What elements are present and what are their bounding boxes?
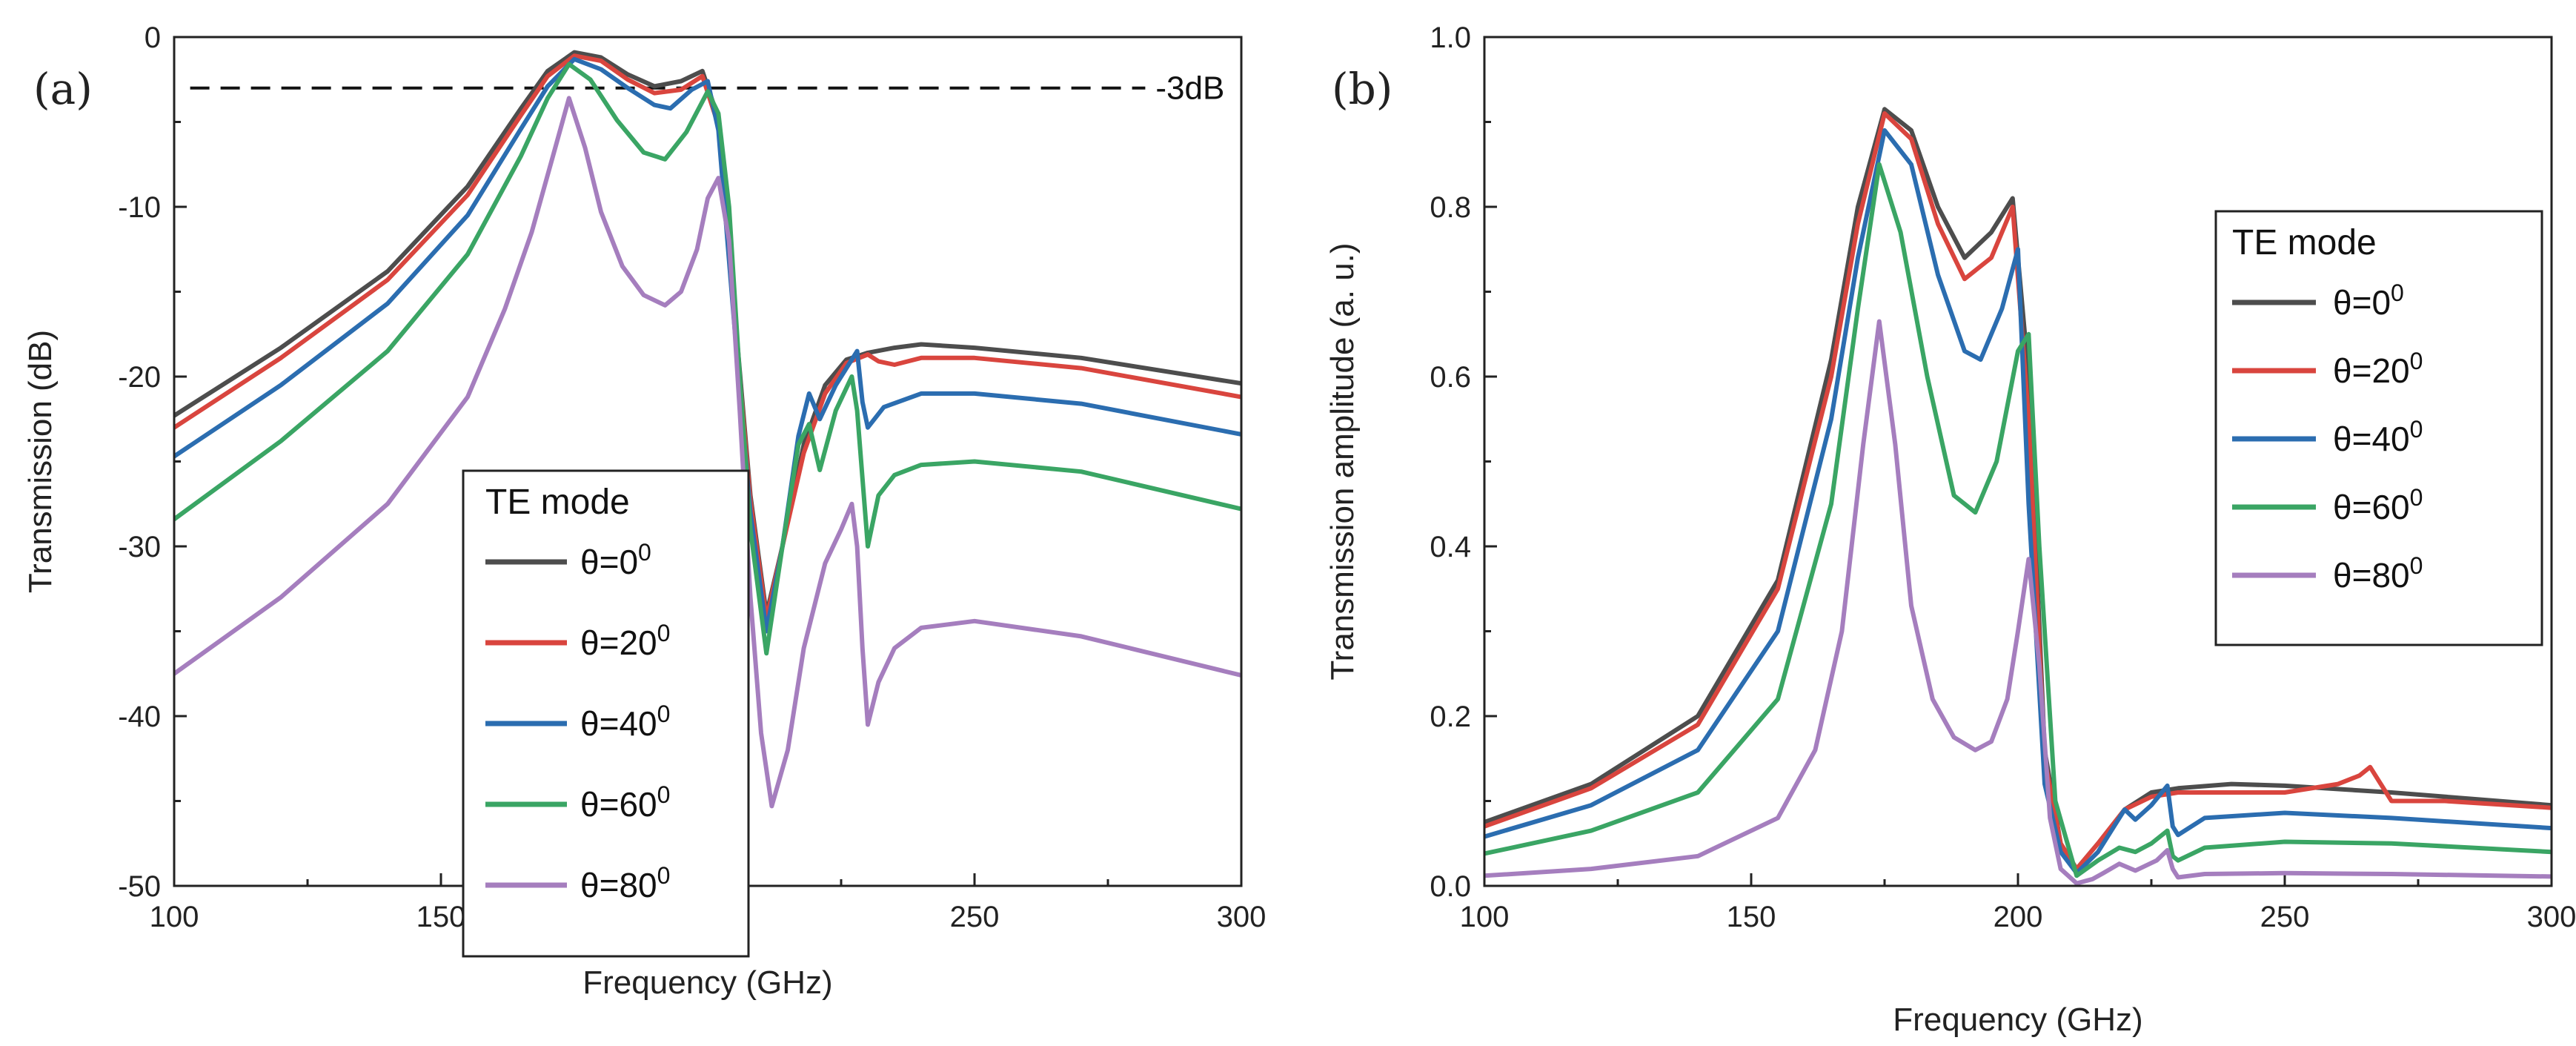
legend-entry-label: θ=80 — [580, 866, 657, 904]
x-tick-label: 300 — [2527, 901, 2576, 933]
x-tick-label: 150 — [1727, 901, 1776, 933]
legend-entry-label: θ=0 — [2333, 283, 2391, 322]
y-tick-label: 0.6 — [1430, 361, 1471, 394]
legend-title: TE mode — [2232, 223, 2377, 262]
chart-panel-a: 100150200250300-50-40-30-20-100-3dB(a)Fr… — [22, 21, 1266, 1001]
x-tick-label: 100 — [1460, 901, 1510, 933]
legend-entry: θ=400 — [2333, 416, 2423, 458]
y-tick-label: 0.8 — [1430, 191, 1471, 224]
series-line-theta-80 — [1484, 319, 2552, 886]
x-axis-title: Frequency (GHz) — [582, 964, 832, 1001]
legend-entry-superscript: 0 — [657, 620, 671, 646]
legend-entry-superscript: 0 — [638, 539, 651, 566]
y-tick-label: 1.0 — [1430, 21, 1471, 54]
series-line-theta-60 — [1484, 162, 2552, 878]
legend-entry-superscript: 0 — [657, 781, 671, 808]
series-line-theta-60 — [174, 62, 1241, 656]
legend-title: TE mode — [485, 483, 630, 522]
y-axis-title: Transmission (dB) — [22, 330, 59, 593]
plot-frame — [1483, 36, 2553, 887]
legend-entry: θ=00 — [2333, 279, 2404, 322]
x-tick-label: 250 — [950, 901, 1000, 933]
reference-line-label: -3dB — [1155, 70, 1224, 107]
legend-entry-label: θ=60 — [580, 785, 657, 824]
chart-panel-b: 100 150 200 250 300 0.0 0.2 0.4 0.6 0.8 1.0 (b) Freq… — [1324, 21, 2576, 1038]
y-tick-label: -50 — [118, 870, 161, 903]
legend-box — [462, 469, 750, 958]
legend-entry-superscript: 0 — [657, 701, 671, 727]
x-axis-title: Frequency (GHz) — [1893, 1002, 2142, 1038]
legend-entry-superscript: 0 — [657, 862, 671, 889]
legend-entry-label: θ=20 — [580, 623, 657, 662]
legend-entry-superscript: 0 — [2410, 552, 2423, 579]
legend-entry-label: θ=20 — [2333, 351, 2410, 390]
legend-entry: θ=800 — [2333, 552, 2423, 595]
x-tick-label: 150 — [416, 901, 466, 933]
y-tick-label: 0.2 — [1430, 701, 1471, 733]
legend-entry: θ=00 — [580, 539, 651, 581]
panel-label: (a) — [33, 64, 93, 114]
legend-entry: θ=800 — [580, 862, 670, 904]
legend-entry-label: θ=60 — [2333, 488, 2410, 526]
y-tick-label: -20 — [118, 361, 161, 394]
panel-label: (b) — [1332, 64, 1392, 114]
y-axis-title: Transmission amplitude (a. u.) — [1324, 242, 1361, 680]
x-tick-label: 200 — [1994, 901, 2043, 933]
legend-entry: θ=200 — [2333, 348, 2423, 390]
legend-entry-superscript: 0 — [2410, 416, 2423, 443]
legend-entry: θ=200 — [580, 620, 670, 662]
series-line-theta-40 — [1484, 128, 2552, 875]
legend-entry-superscript: 0 — [2391, 279, 2404, 306]
y-tick-label: 0 — [145, 21, 161, 54]
legend-entry-superscript: 0 — [2410, 348, 2423, 374]
y-tick-label: -10 — [118, 191, 161, 224]
legend-entry-label: θ=0 — [580, 543, 638, 581]
legend-entry-label: θ=40 — [2333, 420, 2410, 458]
y-tick-label: -40 — [118, 701, 161, 733]
legend-entry-superscript: 0 — [2410, 484, 2423, 511]
legend-entry: θ=600 — [2333, 484, 2423, 526]
y-tick-label: 0.4 — [1430, 531, 1471, 563]
legend-entry-label: θ=40 — [580, 704, 657, 743]
legend-entry-label: θ=80 — [2333, 556, 2410, 595]
legend-entry: θ=600 — [580, 781, 670, 824]
x-tick-label: 250 — [2260, 901, 2310, 933]
x-tick-label: 300 — [1217, 901, 1267, 933]
series-line-theta-80 — [174, 96, 1241, 809]
x-tick-label: 100 — [150, 901, 199, 933]
y-tick-label: -30 — [118, 531, 161, 563]
y-tick-label: 0.0 — [1430, 870, 1471, 903]
legend-entry: θ=400 — [580, 701, 670, 743]
